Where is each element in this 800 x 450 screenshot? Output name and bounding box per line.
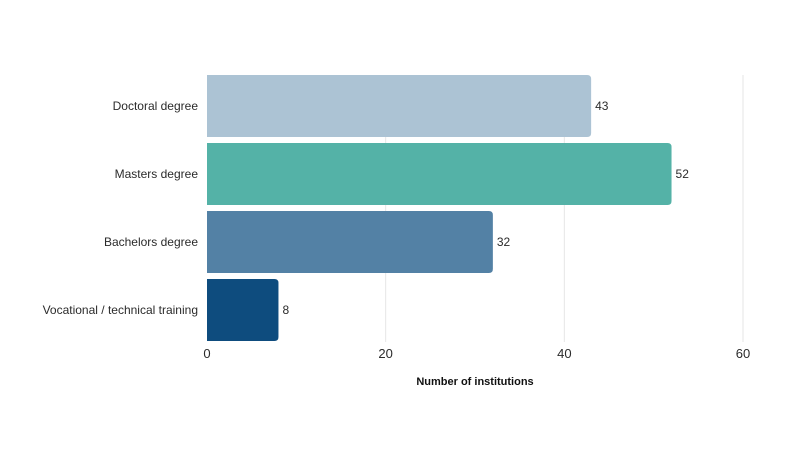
x-tick-label: 40 [557,346,571,361]
bar-masters-degree [207,143,672,205]
x-tick-label: 20 [378,346,392,361]
data-labels: 43 52 32 8 [282,99,689,317]
x-tick-labels: 0 20 40 60 [203,346,750,361]
bar-bachelors-degree [207,211,493,273]
x-tick-label: 60 [736,346,750,361]
data-label: 52 [676,167,690,181]
bar-vocational-technical-training [207,279,279,341]
category-labels: Doctoral degree Masters degree Bachelors d… [43,99,199,317]
category-label: Vocational / technical training [43,303,198,317]
category-label: Doctoral degree [113,99,199,113]
data-label: 8 [282,303,289,317]
category-label: Masters degree [115,167,199,181]
category-label: Bachelors degree [104,235,198,249]
data-label: 43 [595,99,609,113]
data-label: 32 [497,235,511,249]
bars [207,75,672,341]
bar-doctoral-degree [207,75,592,137]
x-axis-title: Number of institutions [416,376,533,388]
x-tick-label: 0 [203,346,210,361]
